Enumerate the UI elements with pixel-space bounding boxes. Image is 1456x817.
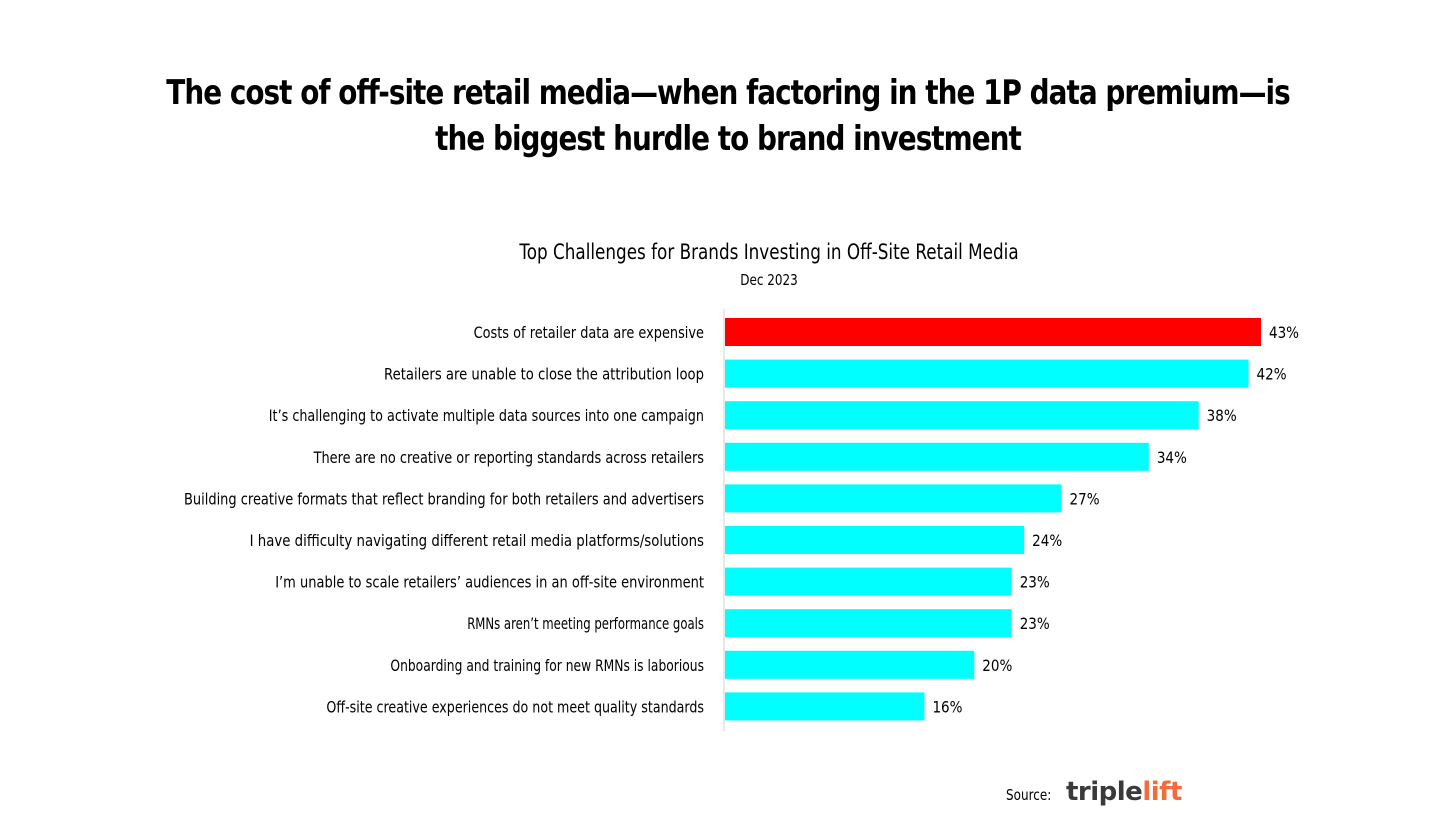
data-label: 27% <box>1070 489 1100 508</box>
category-label: Onboarding and training for new RMNs is … <box>390 656 704 675</box>
category-label: Costs of retailer data are expensive <box>474 323 704 342</box>
data-label: 20% <box>982 656 1012 675</box>
bar <box>725 567 1012 596</box>
chart-title: Top Challenges for Brands Investing in O… <box>519 240 1019 264</box>
category-label: Building creative formats that reflect b… <box>184 489 704 508</box>
bar <box>725 609 1012 638</box>
bar <box>725 650 975 679</box>
data-label: 24% <box>1032 531 1062 550</box>
category-label: I have difficulty navigating different r… <box>250 531 704 550</box>
bar <box>725 401 1199 430</box>
category-label: Off-site creative experiences do not mee… <box>326 697 704 716</box>
logo-text-triple: triple <box>1066 777 1143 807</box>
bar <box>725 484 1062 513</box>
data-label: 38% <box>1207 406 1237 425</box>
bar <box>725 442 1149 471</box>
data-label: 16% <box>932 697 962 716</box>
bar <box>725 318 1261 346</box>
category-label: RMNs aren’t meeting performance goals <box>467 614 704 633</box>
data-label: 34% <box>1157 448 1187 467</box>
category-label: I’m unable to scale retailers’ audiences… <box>275 573 704 592</box>
headline: The cost of off-site retail media—when f… <box>166 73 1290 159</box>
bar <box>725 526 1025 554</box>
data-label: 43% <box>1269 323 1299 342</box>
chart-subtitle: Dec 2023 <box>740 271 798 289</box>
data-label: 42% <box>1257 365 1287 384</box>
source-label: Source: <box>1006 786 1052 804</box>
data-label: 23% <box>1020 573 1050 592</box>
category-label: There are no creative or reporting stand… <box>313 448 704 467</box>
triplelift-logo: triplelift <box>1066 776 1182 808</box>
category-label: It’s challenging to activate multiple da… <box>269 406 704 425</box>
data-label: 23% <box>1020 614 1050 633</box>
bar <box>725 359 1249 388</box>
category-label: Retailers are unable to close the attrib… <box>384 365 704 384</box>
logo-text-lift: lift <box>1142 777 1182 807</box>
bar <box>725 692 925 721</box>
